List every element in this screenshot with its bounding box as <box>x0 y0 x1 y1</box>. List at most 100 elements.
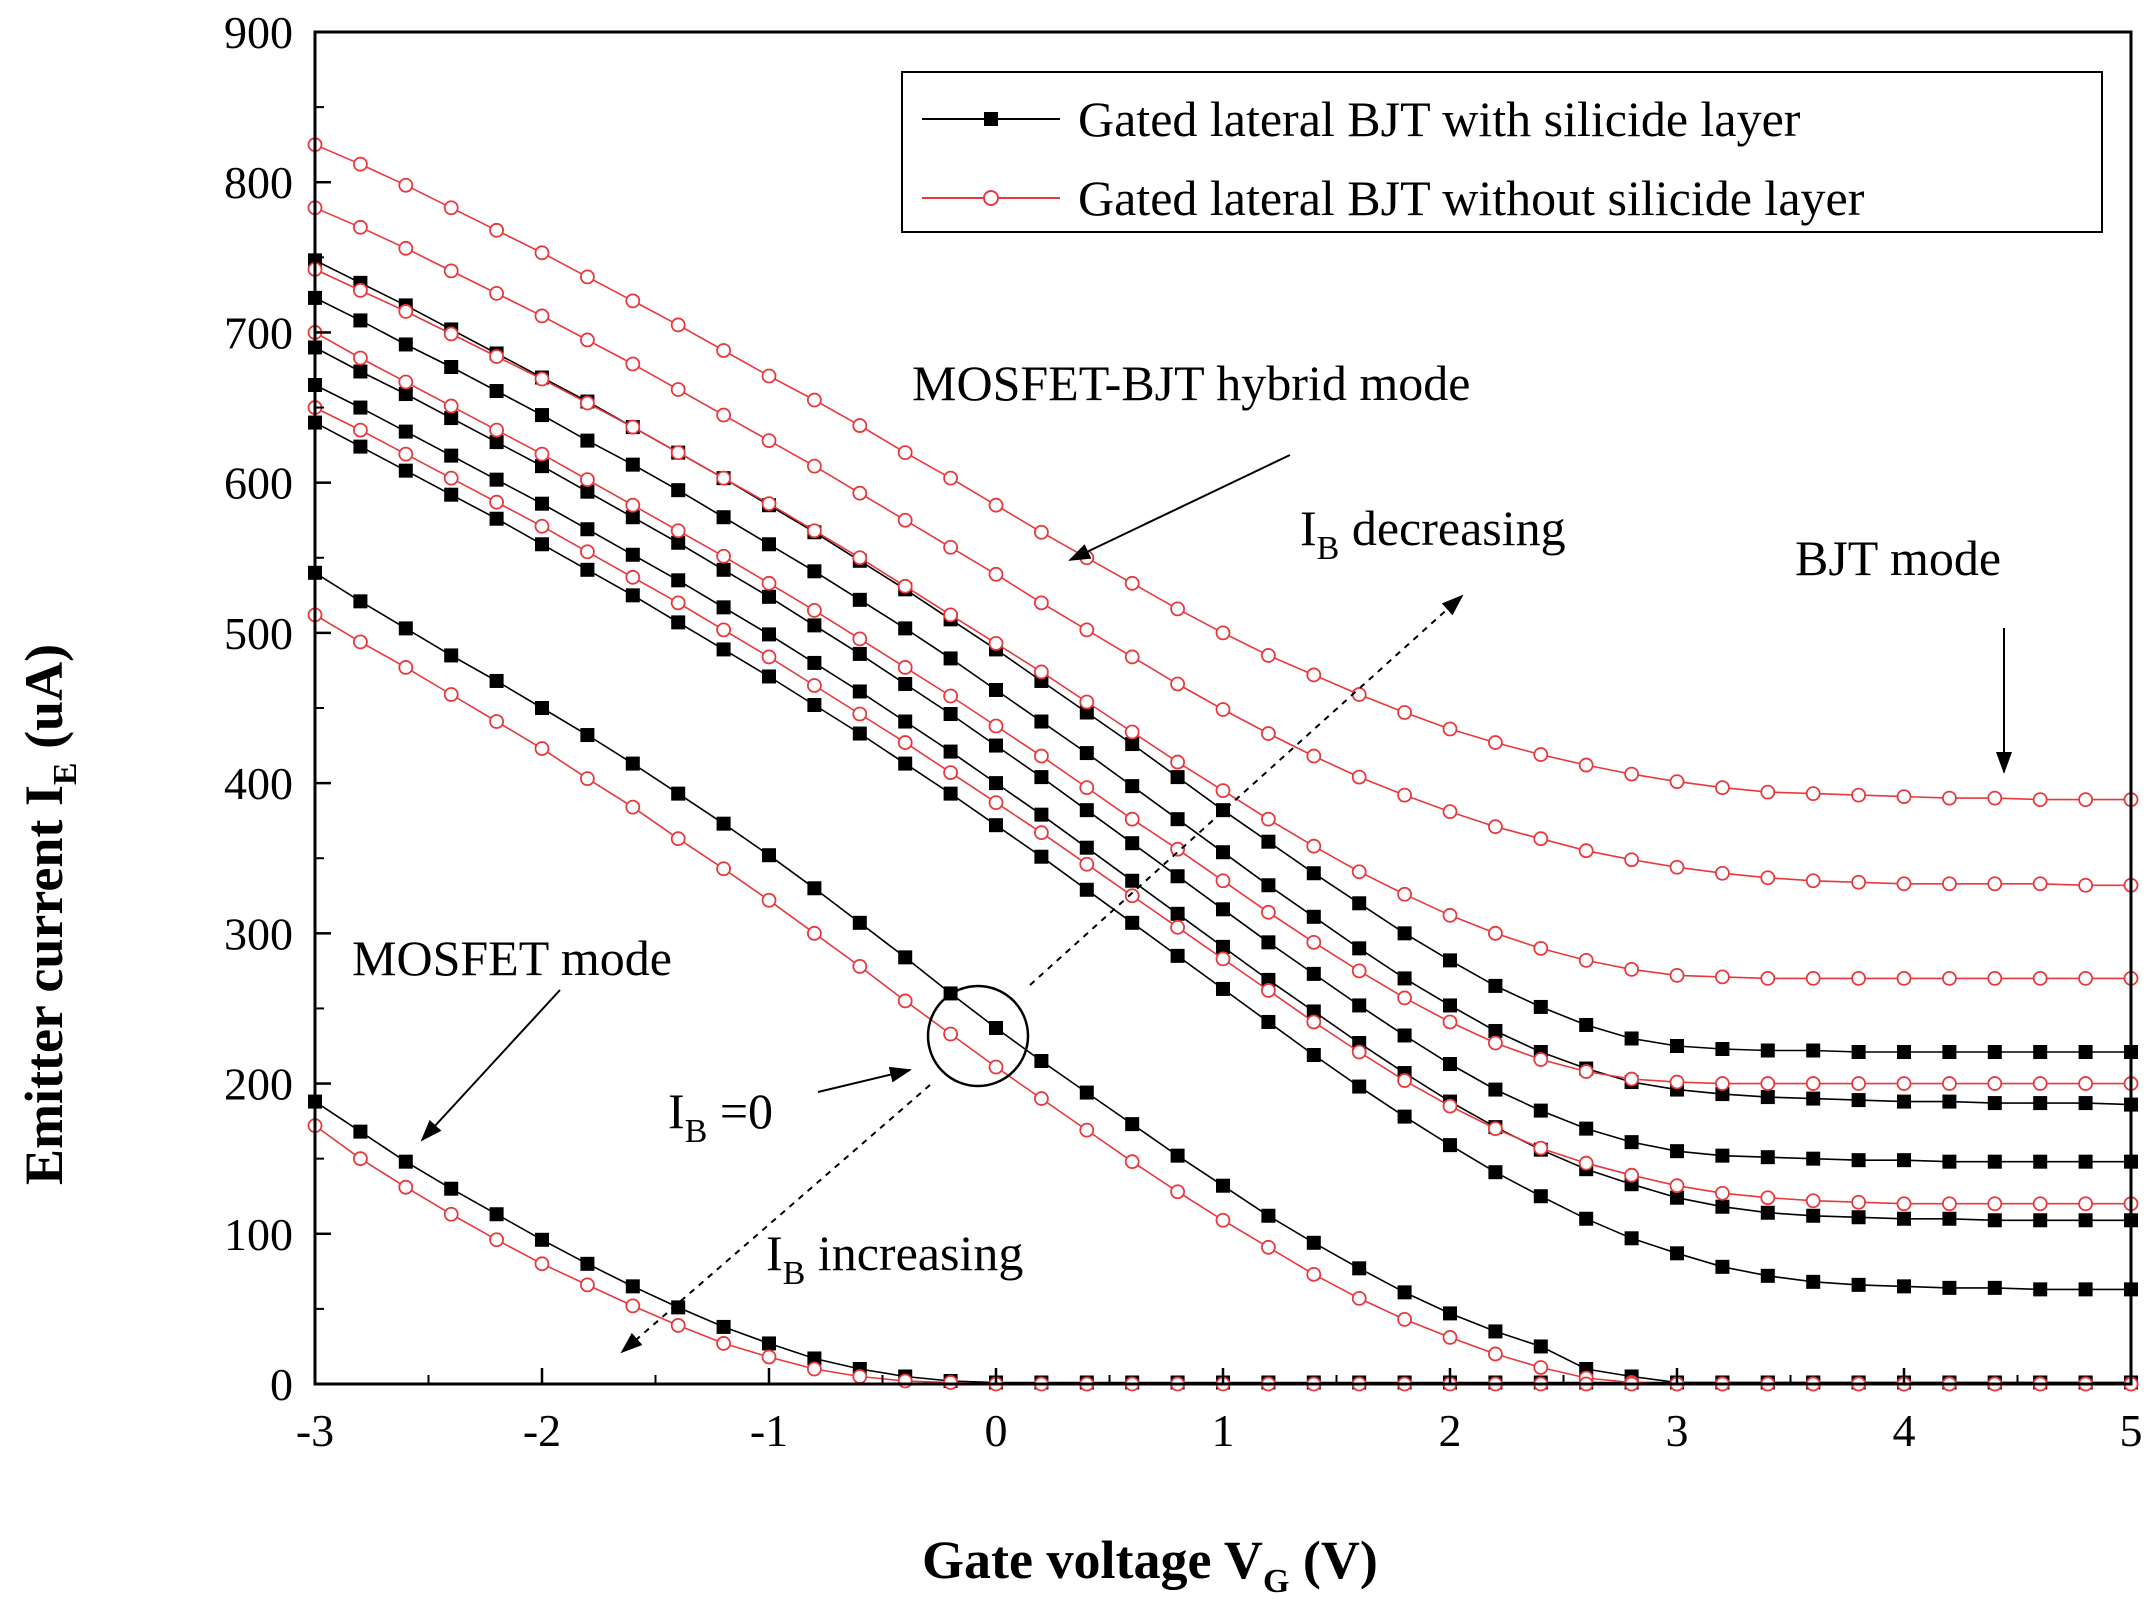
data-point-square <box>1760 1268 1775 1283</box>
data-point-circle <box>807 602 822 618</box>
data-point-square <box>762 1336 776 1351</box>
data-point-circle <box>716 343 731 358</box>
data-point-square <box>852 915 867 930</box>
data-point-square <box>807 697 822 712</box>
data-point-circle <box>716 548 731 564</box>
data-point-square <box>535 1232 549 1247</box>
data-point-square <box>1079 705 1094 720</box>
data-point-square <box>1352 998 1367 1013</box>
data-point-circle <box>1715 780 1730 796</box>
data-point-square <box>1306 966 1321 981</box>
data-point-circle <box>625 419 641 435</box>
data-point-square <box>1670 1144 1684 1159</box>
data-point-circle <box>761 1349 777 1365</box>
data-point-circle <box>352 422 368 438</box>
data-point-square <box>1987 1213 2002 1228</box>
data-point-square <box>1760 1150 1775 1165</box>
data-point-circle <box>1306 748 1322 764</box>
data-point-circle <box>1034 524 1049 540</box>
data-point-circle <box>1533 831 1549 847</box>
data-point-circle <box>580 332 595 348</box>
data-point-square <box>353 1124 368 1139</box>
data-point-circle <box>1397 1312 1412 1327</box>
data-point-square <box>1760 1205 1775 1220</box>
data-point-square <box>716 600 731 615</box>
data-point-circle <box>2032 1076 2048 1091</box>
data-point-circle <box>1896 876 1912 892</box>
data-point-square <box>444 648 459 663</box>
data-point-square <box>1987 1096 2002 1111</box>
data-point-square <box>444 359 459 374</box>
data-point-square <box>716 562 731 577</box>
data-point-circle <box>1715 865 1730 881</box>
data-point-circle <box>1442 804 1458 820</box>
data-point-circle <box>1079 780 1095 796</box>
data-point-square <box>1942 1045 1957 1060</box>
data-point-square <box>807 1351 822 1366</box>
data-point-square <box>580 1256 595 1271</box>
data-point-circle <box>807 392 822 408</box>
data-point-circle <box>1215 951 1231 967</box>
data-point-circle <box>1124 724 1140 740</box>
data-point-square <box>671 786 686 801</box>
data-point-square <box>1306 1235 1321 1250</box>
data-point-circle <box>670 445 686 461</box>
data-point-circle <box>943 470 958 486</box>
data-point-circle <box>1079 1122 1095 1138</box>
data-point-circle <box>1034 595 1049 611</box>
data-point-circle <box>2078 1196 2094 1212</box>
data-point-circle <box>988 566 1004 582</box>
data-point-square <box>1306 1004 1321 1019</box>
data-point-square <box>1851 1277 1866 1292</box>
data-point-square <box>489 511 504 526</box>
data-point-square <box>989 776 1003 791</box>
data-point-circle <box>897 735 913 750</box>
data-point-square <box>1760 1090 1775 1105</box>
data-point-square <box>1987 1280 2002 1295</box>
x-tick-label: -2 <box>523 1405 561 1456</box>
data-point-circle <box>443 326 459 342</box>
data-point-circle <box>352 634 368 650</box>
arrow-mosfet-mode <box>420 989 561 1142</box>
data-point-circle <box>943 539 958 555</box>
data-point-circle <box>1124 649 1140 665</box>
data-point-square <box>625 588 640 603</box>
data-point-circle <box>398 240 414 256</box>
x-tick-label: 1 <box>1212 1405 1235 1456</box>
data-point-circle <box>1669 1074 1685 1090</box>
data-point-circle <box>1351 864 1367 880</box>
data-point-circle <box>1533 1052 1549 1067</box>
data-point-circle <box>1124 811 1140 827</box>
x-tick-label: -1 <box>750 1405 788 1456</box>
data-point-circle <box>716 1336 731 1351</box>
data-point-circle <box>943 1375 958 1390</box>
data-point-circle <box>988 718 1004 734</box>
data-point-square <box>1170 906 1185 921</box>
data-point-circle <box>352 219 368 235</box>
series-line <box>314 143 2131 801</box>
data-point-circle <box>2078 877 2094 893</box>
data-point-square <box>1579 1017 1594 1032</box>
y-tick-label: 100 <box>224 1209 293 1260</box>
data-point-square <box>625 756 640 771</box>
data-point-square <box>398 621 413 636</box>
data-point-square <box>1261 935 1276 950</box>
data-point-circle <box>625 497 641 513</box>
data-point-square <box>580 562 595 577</box>
data-point-circle <box>852 550 868 566</box>
arrow-ib-zero <box>817 1066 912 1093</box>
data-point-square <box>943 786 958 801</box>
data-point-circle <box>988 636 1004 651</box>
arrow-ib-increasing-dashed <box>620 1084 931 1354</box>
legend-marker-without <box>983 190 999 206</box>
data-point-square <box>2078 1045 2093 1060</box>
annotation-ib-decreasing: IB decreasing <box>1300 500 1566 567</box>
data-point-circle <box>716 470 731 486</box>
data-point-circle <box>1533 747 1549 762</box>
data-point-circle <box>352 350 368 366</box>
data-point-circle <box>852 485 868 501</box>
data-point-circle <box>534 371 550 387</box>
data-point-circle <box>1215 702 1231 717</box>
data-point-square <box>1397 926 1412 941</box>
